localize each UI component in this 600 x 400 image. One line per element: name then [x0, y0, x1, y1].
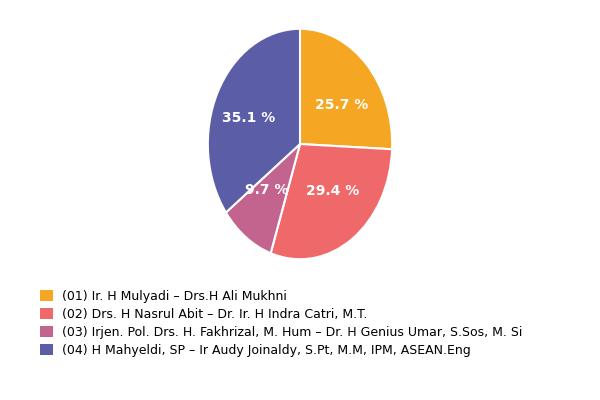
Text: 35.1 %: 35.1 %: [223, 111, 275, 125]
Text: 29.4 %: 29.4 %: [305, 184, 359, 198]
Wedge shape: [208, 29, 300, 212]
Text: 9.7 %: 9.7 %: [245, 183, 288, 197]
Wedge shape: [226, 144, 300, 253]
Legend: (01) Ir. H Mulyadi – Drs.H Ali Mukhni, (02) Drs. H Nasrul Abit – Dr. Ir. H Indra: (01) Ir. H Mulyadi – Drs.H Ali Mukhni, (…: [36, 286, 527, 361]
Wedge shape: [271, 144, 392, 259]
Text: 25.7 %: 25.7 %: [314, 98, 368, 112]
Wedge shape: [300, 29, 392, 149]
